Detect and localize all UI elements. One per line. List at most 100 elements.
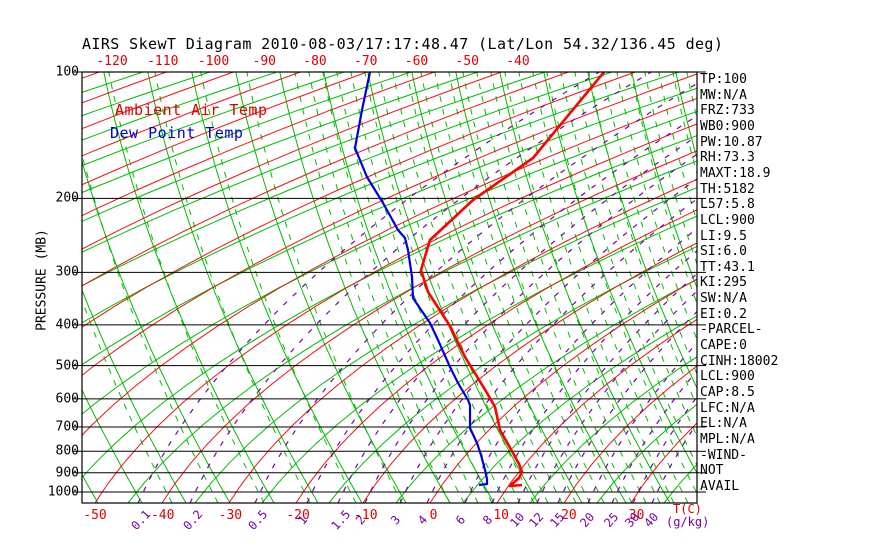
moist-adiabat-dashed-line [420,72,577,503]
dry-adiabat-line [279,72,451,503]
bottom-temp-label: -30 [218,508,243,523]
isotherm-line [82,72,100,79]
mixing-ratio-line [306,115,697,503]
moist-adiabat-dashed-line [364,72,521,503]
stat-line: SI:6.0 [700,244,747,260]
pressure-tick-label: 700 [55,419,79,435]
isotherm-line [82,97,697,436]
bottom-temp-label: 20 [561,508,577,523]
mixing-ratio-line [254,82,697,503]
moist-adiabat-dashed-line [560,72,697,467]
stat-line: PW:10.87 [700,134,763,150]
bottom-temp-label: -20 [286,508,310,523]
stat-line: SW:N/A [700,291,747,307]
moist-adiabat-dashed-line [308,72,465,503]
stat-line: MAXT:18.9 [700,165,771,181]
moist-adiabat-dashed-line [588,72,697,408]
isotherm-line [82,72,569,287]
stat-line: RH:73.3 [700,150,755,166]
top-temp-label: -90 [252,54,276,69]
stat-line: AVAIL [700,478,740,494]
stat-line: EI:0.2 [700,306,747,322]
isotherm-line [82,72,435,217]
moist-adiabat-dashed-line [322,72,479,503]
stat-line: NOT [700,463,724,479]
isotherm-line [82,73,697,376]
mixing-ratio-line [189,72,652,503]
top-temp-label: -50 [455,54,479,69]
dew-point-temp-curve [353,72,489,487]
dry-adiabat-line [191,72,363,503]
isotherm-line [228,178,697,503]
green-isopleth-line [328,245,697,503]
moist-adiabat-dashed-line [406,72,563,503]
mixing-ratio-line [632,396,697,503]
mixing-ratio-line [557,310,697,503]
green-isopleth-line [82,72,345,167]
moist-adiabat-dashed-line [462,72,619,503]
bottom-temp-label: -10 [354,508,378,523]
stat-line: TT:43.1 [700,259,755,275]
pressure-axis-title: PRESSURE (MB) [34,229,50,331]
green-isopleth-line [462,315,697,503]
dry-adiabat-line [82,159,231,503]
legend-dew-point-temp: Dew Point Temp [110,124,244,142]
dry-adiabat-line [587,72,697,390]
stat-line: LFC:N/A [700,400,755,416]
pressure-tick-label: 400 [55,317,79,333]
isotherm-line [563,365,697,503]
dry-adiabat-line [323,72,495,503]
isotherm-line [82,72,301,157]
dry-adiabat-line [499,72,671,503]
stat-line: KI:295 [700,275,747,291]
stat-line: MPL:N/A [700,431,755,447]
stat-line: TP:100 [700,72,747,87]
pressure-tick-label: 100 [55,64,79,80]
stat-line: WB0:900 [700,118,755,134]
temp-unit-label: T(C) [673,502,702,516]
stat-line: -PARCEL- [700,322,763,338]
green-isopleth-line [82,72,546,253]
sounding-profiles [353,72,606,488]
bottom-temp-label: 0 [429,508,438,523]
stat-line: CAP:8.5 [700,385,755,400]
green-isopleth-line [82,72,412,194]
mixing-ratio-line [517,272,697,503]
stat-line: LCL:900 [700,369,755,385]
skewt-background [82,72,697,503]
dry-adiabat-line [411,72,583,503]
mixing-ratio-line [611,369,697,503]
legend-ambient-air-temp: Ambient Air Temp [115,101,268,119]
top-temp-label: -40 [506,54,530,69]
mixing-ratio-line [337,135,697,503]
isotherm-line [362,242,697,503]
moist-adiabat-dashed-line [504,72,661,503]
pressure-tick-label: 300 [55,264,79,280]
top-temp-label: -80 [303,54,327,69]
moist-adiabat-dashed-line [246,72,403,503]
isotherm-line [161,150,697,503]
top-temp-label: -70 [354,54,378,69]
moist-adiabat-dashed-line [476,72,633,503]
mixing-ratio-line [536,290,697,503]
top-temp-label: -100 [197,54,230,69]
mixing-ratio-line [491,250,697,503]
moist-adiabat-dashed-line [378,72,535,503]
moist-adiabat-dashed-line [336,72,493,503]
isotherm-line [295,209,697,503]
moist-adiabat-dashed-line [448,72,605,503]
moist-adiabat-dashed-line [574,72,697,438]
green-isopleth-line [194,187,697,503]
pressure-tick-label: 200 [55,190,79,206]
stat-line: CAPE:0 [700,338,747,354]
mixing-ratio-line [399,178,697,503]
mixing-ratio-line [137,72,600,503]
stat-line: MW:N/A [700,87,747,103]
bottom-temp-label: -50 [83,508,107,523]
moist-adiabat-dashed-line [602,72,697,375]
moist-adiabat-dashed-line [108,72,265,503]
dry-adiabat-line [543,72,697,474]
stat-line: LI:9.5 [700,228,747,244]
